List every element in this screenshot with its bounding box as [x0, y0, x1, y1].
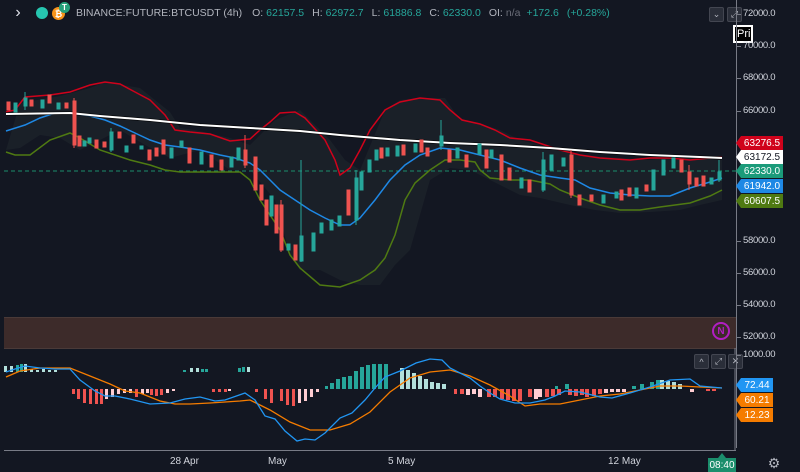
bollinger-fill [6, 82, 722, 285]
collapse-legend-button[interactable]: ⌄ [709, 7, 724, 22]
oi-label: OI: [488, 7, 503, 19]
time-label: 5 May [388, 456, 416, 467]
time-label: May [268, 456, 287, 467]
maximize-icon: ⤢ [730, 9, 739, 19]
price-tick: 54000.0 [743, 299, 776, 310]
macd-value-tag: 72.44 [736, 378, 773, 392]
macd-line [5, 358, 723, 442]
open-value: 62157.5 [266, 7, 305, 19]
news-badge[interactable]: N [712, 322, 730, 340]
collapse-pane-button[interactable]: ^ [694, 354, 709, 369]
chevron-up-icon: ^ [699, 356, 704, 367]
time-label: 28 Apr [170, 456, 199, 467]
news-band [4, 317, 736, 349]
high-label: H: [312, 7, 323, 19]
time-axis-line [4, 450, 736, 451]
change-percent: (+0.28%) [566, 7, 610, 19]
price-tick: 70000.0 [743, 40, 776, 51]
bb-upper-price-tag: 63276.5 [736, 136, 783, 150]
candlesticks [6, 92, 722, 262]
macd-signal-line [5, 367, 723, 431]
high-value: 62972.7 [325, 7, 364, 19]
expand-chevron-icon[interactable]: › [15, 4, 21, 21]
maximize-chart-button[interactable]: ⤢ [727, 7, 742, 22]
maximize-icon: ⤢ [714, 356, 723, 366]
low-value: 61886.8 [383, 7, 422, 19]
ma-price-tag: 63172.5 [736, 150, 783, 164]
price-scale[interactable]: 72000.0 70000.0 68000.0 66000.0 58000.0 … [736, 0, 800, 448]
close-label: C: [429, 7, 440, 19]
price-tick: 68000.0 [743, 72, 776, 83]
last-price-tag: 62330.0 [736, 164, 783, 178]
time-label: 12 May [608, 456, 641, 467]
usdt-icon: T [59, 2, 70, 13]
oi-value: n/a [505, 7, 521, 19]
price-chart-canvas[interactable] [0, 0, 736, 450]
close-pane-button[interactable]: ✕ [728, 354, 743, 369]
bb-basis-price-tag: 61942.0 [736, 179, 783, 193]
price-tick: 66000.0 [743, 105, 776, 116]
tooltip-fragment: Pri [733, 25, 753, 43]
moving-average-line [5, 111, 723, 159]
price-tick: 58000.0 [743, 235, 776, 246]
open-label: O: [252, 7, 264, 19]
symbol-title[interactable]: BINANCE:FUTURE:BTCUSDT (4h) [76, 7, 243, 19]
change-value: +172.6 [526, 7, 559, 19]
chevron-down-icon: ⌄ [712, 9, 721, 19]
signal-value-tag: 60.21 [736, 393, 773, 407]
current-time-badge: 08:40 [708, 453, 736, 472]
macd-tick: 1000.00 [743, 349, 776, 360]
macd-pane-canvas[interactable] [0, 348, 736, 450]
price-tick: 72000.0 [743, 8, 776, 19]
gear-icon[interactable]: ⚙ [767, 454, 781, 471]
price-tick: 56000.0 [743, 267, 776, 278]
histogram-value-tag: 12.23 [736, 408, 773, 422]
chart-header: › ₿ T BINANCE:FUTURE:BTCUSDT (4h) O: 621… [0, 0, 740, 26]
bollinger-upper-line [5, 81, 723, 177]
price-tick: 52000.0 [743, 331, 776, 342]
maximize-pane-button[interactable]: ⤢ [711, 354, 726, 369]
close-value: 62330.0 [442, 7, 481, 19]
market-status-icon [36, 7, 48, 19]
low-label: L: [371, 7, 381, 19]
bb-lower-price-tag: 60607.5 [736, 194, 783, 208]
symbol-logo: ₿ T [52, 2, 70, 22]
close-icon: ✕ [731, 356, 740, 366]
